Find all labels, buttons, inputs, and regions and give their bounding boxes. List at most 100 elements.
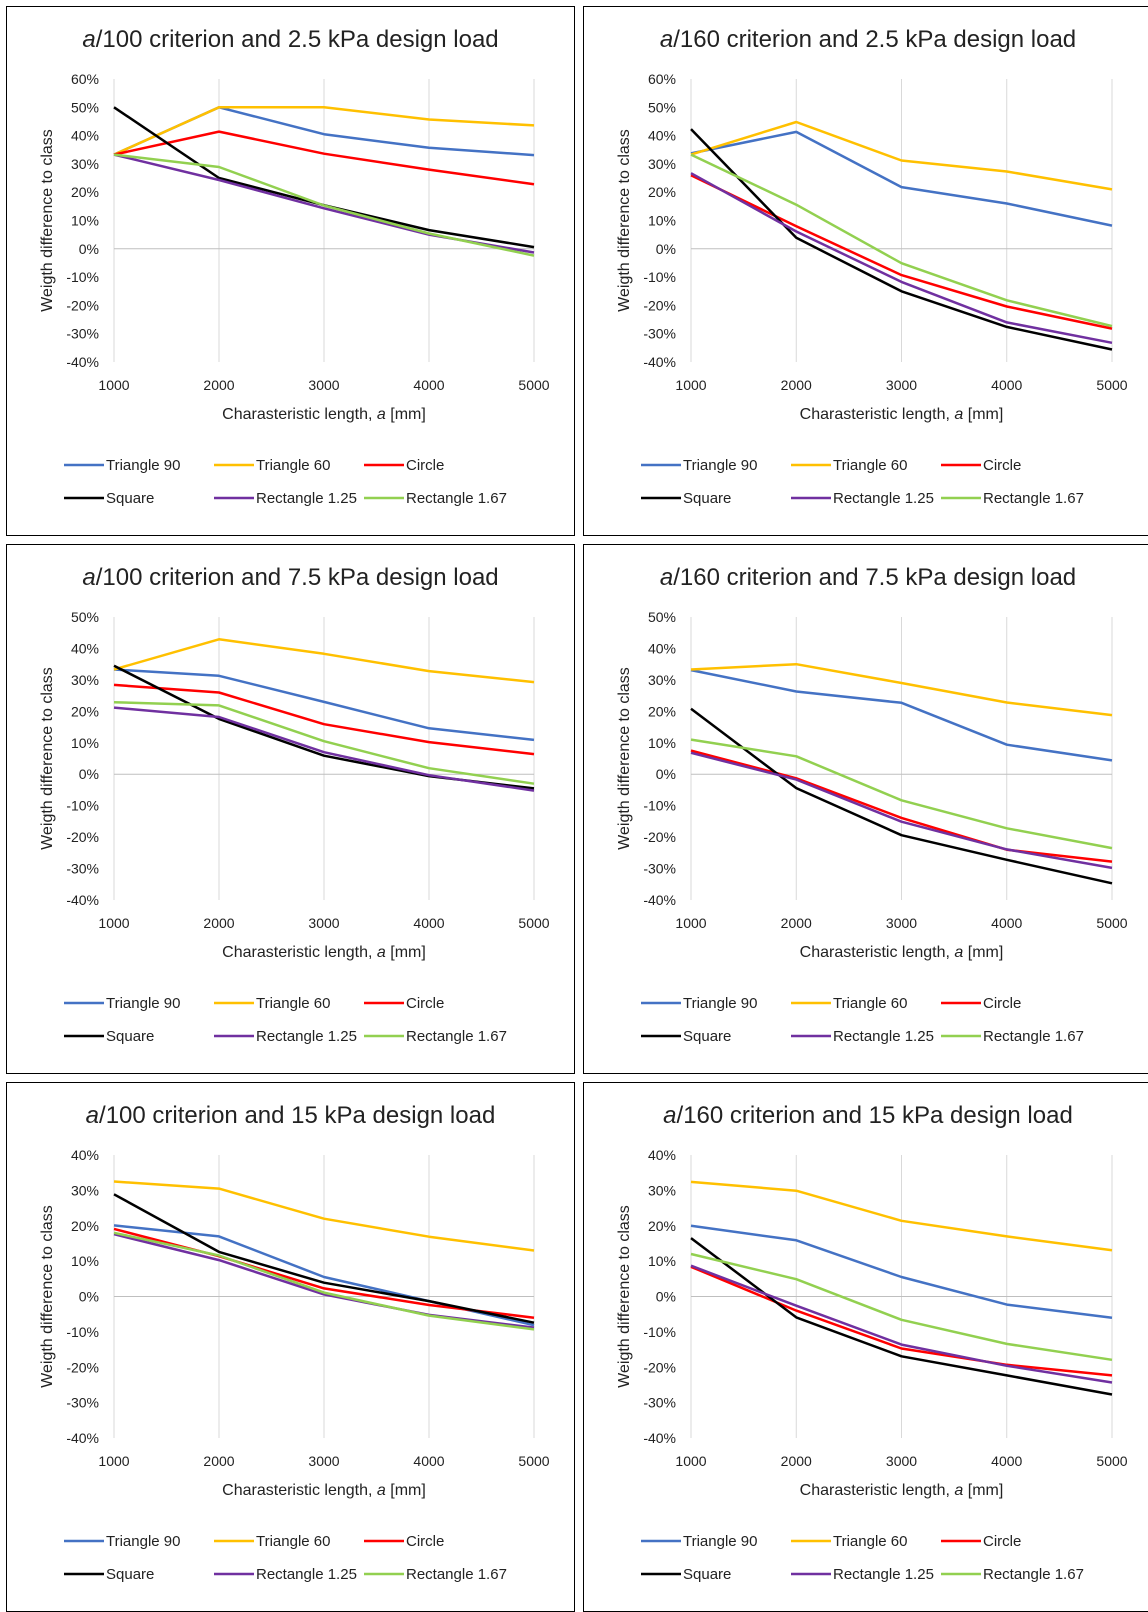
legend-label: Square (106, 490, 154, 507)
legend-label: Square (106, 1028, 154, 1045)
chart-title: a/160 criterion and 7.5 kPa design load (660, 564, 1076, 591)
y-tick-label: 20% (648, 184, 676, 200)
y-tick-label: 0% (656, 241, 676, 257)
legend-label: Circle (983, 995, 1021, 1012)
legend-label: Rectangle 1.25 (256, 490, 357, 507)
chart-title-italic: a (660, 26, 673, 53)
series-line-square (690, 1237, 1113, 1396)
y-tick-label: 10% (71, 1253, 99, 1269)
x-axis-label: Charasteristic length, a [mm] (222, 944, 426, 961)
series-line-triangle-90 (690, 1224, 1113, 1319)
y-tick-label: -30% (643, 1395, 676, 1411)
chart-panel: a/100 criterion and 7.5 kPa design load -… (6, 544, 575, 1074)
chart-panel: a/100 criterion and 15 kPa design load -4… (6, 1082, 575, 1612)
y-tick-label: 40% (648, 640, 676, 656)
chart-title-italic: a (82, 564, 95, 591)
y-tick-label: 30% (648, 672, 676, 688)
y-tick-label: 40% (71, 128, 99, 144)
series-line-rectangle-1-67 (113, 1231, 535, 1331)
y-tick-label: 20% (648, 703, 676, 719)
x-tick-label: 4000 (413, 1453, 444, 1469)
series-line-triangle-60 (690, 662, 1113, 717)
chart-title-text: /100 criterion and 2.5 kPa design load (96, 26, 499, 53)
y-tick-label: 60% (648, 71, 676, 87)
y-tick-label: -30% (66, 861, 99, 877)
chart-title: a/100 criterion and 15 kPa design load (86, 1102, 496, 1129)
x-tick-label: 2000 (203, 915, 234, 931)
y-tick-label: 10% (648, 735, 676, 751)
y-tick-label: 10% (648, 213, 676, 229)
y-tick-label: 20% (71, 184, 99, 200)
chart-panel: a/160 criterion and 15 kPa design load -4… (583, 1082, 1148, 1612)
chart-title-text: /160 criterion and 7.5 kPa design load (673, 564, 1076, 591)
chart-panel: a/160 criterion and 7.5 kPa design load -… (583, 544, 1148, 1074)
chart-title-text: /100 criterion and 15 kPa design load (99, 1102, 495, 1129)
y-tick-label: -20% (643, 829, 676, 845)
y-tick-label: -40% (643, 1430, 676, 1446)
y-tick-label: 40% (648, 1147, 676, 1163)
legend-label: Rectangle 1.67 (983, 1566, 1084, 1583)
series-line-square (690, 707, 1113, 885)
y-axis-label: Weigth difference to class (39, 667, 56, 850)
legend-label: Triangle 60 (833, 457, 908, 474)
x-tick-label: 1000 (98, 1453, 129, 1469)
series-line-circle (690, 1265, 1113, 1377)
y-tick-label: 0% (79, 1289, 99, 1305)
chart-title: a/160 criterion and 15 kPa design load (663, 1102, 1073, 1129)
y-tick-label: 40% (648, 128, 676, 144)
legend-label: Square (683, 490, 731, 507)
series-line-rectangle-1-25 (690, 751, 1113, 870)
y-tick-label: 50% (71, 609, 99, 625)
x-tick-label: 3000 (886, 1453, 917, 1469)
x-tick-label: 5000 (518, 377, 549, 393)
y-tick-label: -20% (643, 297, 676, 313)
y-axis-label: Weigth difference to class (616, 667, 633, 850)
y-axis-label: Weigth difference to class (616, 1205, 633, 1388)
legend-label: Triangle 60 (256, 457, 331, 474)
legend-label: Triangle 90 (106, 995, 181, 1012)
y-tick-label: -10% (66, 269, 99, 285)
x-tick-label: 1000 (675, 915, 706, 931)
chart-panel: a/100 criterion and 2.5 kPa design load -… (6, 6, 575, 536)
series-line-circle (113, 130, 535, 186)
x-axis-label: Charasteristic length, a [mm] (800, 406, 1004, 423)
legend-label: Square (683, 1028, 731, 1045)
series-line-rectangle-1-67 (113, 700, 535, 785)
series-line-circle (113, 683, 535, 756)
series-line-triangle-90 (113, 668, 535, 742)
x-tick-label: 5000 (518, 915, 549, 931)
y-tick-label: 30% (71, 1182, 99, 1198)
y-tick-label: -40% (66, 1430, 99, 1446)
legend-label: Triangle 90 (106, 1533, 181, 1550)
legend-label: Rectangle 1.67 (983, 1028, 1084, 1045)
y-tick-label: 40% (71, 1147, 99, 1163)
chart-title-text: /160 criterion and 15 kPa design load (677, 1102, 1073, 1129)
y-tick-label: 0% (656, 766, 676, 782)
y-tick-label: 50% (648, 99, 676, 115)
y-tick-label: -10% (643, 798, 676, 814)
legend-label: Rectangle 1.25 (833, 1028, 934, 1045)
y-tick-label: -30% (66, 1395, 99, 1411)
series-line-rectangle-1-25 (113, 706, 535, 792)
legend-label: Circle (983, 457, 1021, 474)
x-tick-label: 5000 (518, 1453, 549, 1469)
legend-label: Rectangle 1.25 (833, 1566, 934, 1583)
y-tick-label: -10% (66, 1324, 99, 1340)
x-tick-label: 2000 (781, 1453, 812, 1469)
y-tick-label: -40% (643, 354, 676, 370)
x-tick-label: 3000 (308, 377, 339, 393)
x-tick-label: 2000 (781, 377, 812, 393)
x-tick-label: 4000 (991, 1453, 1022, 1469)
legend-label: Triangle 60 (833, 1533, 908, 1550)
series-line-triangle-90 (690, 668, 1113, 762)
series-line-circle (690, 749, 1113, 863)
y-tick-label: 50% (71, 99, 99, 115)
y-tick-label: -20% (643, 1359, 676, 1375)
y-tick-label: 30% (648, 156, 676, 172)
y-tick-label: -40% (643, 892, 676, 908)
series-line-rectangle-1-67 (690, 738, 1113, 850)
series-line-rectangle-1-67 (690, 1252, 1113, 1362)
y-tick-label: -20% (66, 1359, 99, 1375)
x-tick-label: 4000 (413, 377, 444, 393)
y-tick-label: -10% (643, 269, 676, 285)
